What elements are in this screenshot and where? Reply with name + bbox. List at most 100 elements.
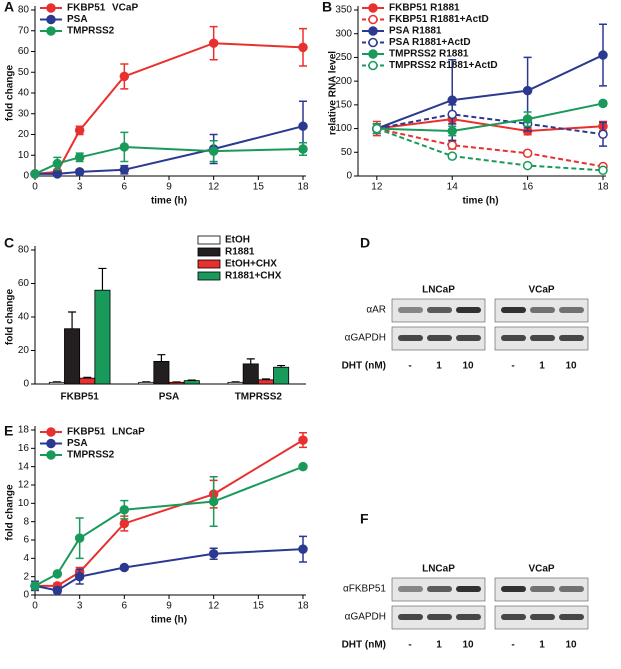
x-tick-label: 9 [166, 601, 172, 612]
data-point [119, 142, 130, 152]
y-tick-label: 6 [23, 535, 29, 546]
blot-row-label: αFKBP51 [343, 584, 386, 595]
x-tick-label: 16 [522, 182, 534, 193]
y-axis-label: relative RNA level [328, 51, 339, 135]
panel-letter: D [360, 235, 370, 251]
legend-marker [46, 450, 56, 460]
data-point [208, 146, 219, 156]
y-tick-label: 30 [18, 108, 30, 119]
blot-lane-label: - [511, 361, 514, 372]
error-bar [246, 358, 255, 364]
blot-band [559, 307, 584, 313]
legend-marker [46, 26, 56, 36]
legend-marker [368, 3, 378, 13]
blot-lane-label: 1 [436, 361, 442, 372]
legend-swatch [197, 271, 221, 281]
blot-treatment-label: DHT (nM) [342, 361, 386, 372]
y-tick-label: 150 [335, 99, 352, 110]
blot-lane-label: 10 [565, 361, 577, 372]
bar [168, 381, 185, 385]
series-line [376, 127, 604, 168]
data-point [522, 160, 533, 171]
y-tick-label: 100 [335, 123, 352, 134]
legend-label: R1881+CHX [225, 271, 282, 282]
y-tick-label: 200 [335, 76, 352, 87]
legend-marker [368, 26, 378, 36]
series-line [376, 127, 604, 172]
blot-row-label: αGAPDH [345, 333, 386, 344]
data-point [447, 140, 457, 150]
blot-row-label: αGAPDH [345, 612, 386, 623]
legend-marker [368, 37, 378, 48]
y-tick-label: 20 [18, 345, 30, 356]
x-tick-label: 18 [597, 182, 609, 193]
data-point [298, 121, 308, 131]
legend-marker [46, 14, 56, 25]
blot-band [398, 614, 423, 620]
data-point [522, 148, 533, 158]
blot-band [398, 307, 423, 313]
bar [138, 381, 155, 385]
blot-band [456, 614, 481, 620]
x-tick-label: 6 [122, 601, 128, 612]
data-point [74, 167, 85, 177]
legend-label: PSA R1881 [389, 26, 442, 37]
blot-treatment-label: DHT (nM) [342, 640, 386, 651]
legend-label: EtOH [225, 235, 250, 246]
data-point [522, 85, 533, 96]
error-bar [157, 354, 166, 362]
blot-lane-label: 10 [565, 640, 577, 651]
x-tick-label: 14 [447, 182, 459, 193]
panel-letter: F [360, 511, 369, 527]
legend-label: TMPRSS2 R1881+ActD [389, 60, 498, 71]
data-point [119, 71, 130, 82]
legend-swatch [197, 247, 221, 257]
blot-lane-label: 1 [539, 640, 545, 651]
legend-label: FKBP51 R1881+ActD [389, 14, 489, 25]
x-tick-label: 3 [77, 182, 83, 193]
panel-letter: C [4, 235, 14, 251]
blot-band [501, 614, 526, 620]
x-tick-label: 9 [166, 182, 172, 193]
data-point [52, 169, 63, 179]
data-point [74, 152, 85, 163]
x-tick-label: 12 [371, 182, 383, 193]
data-point [298, 42, 308, 53]
y-tick-label: 0 [346, 171, 352, 182]
error-bar [68, 311, 77, 329]
data-point [74, 571, 85, 582]
legend-label: R1881 [225, 247, 255, 258]
bar [94, 289, 111, 385]
blot-group-label: VCaP [528, 285, 554, 296]
data-point [208, 496, 219, 507]
bar [183, 380, 200, 385]
y-tick-label: 0 [23, 590, 29, 601]
panel-letter: E [4, 423, 13, 439]
x-tick-label: PSA [159, 392, 180, 403]
y-tick-label: 10 [18, 150, 30, 161]
blot-band [559, 586, 584, 592]
data-point [298, 461, 308, 472]
bar [64, 328, 81, 385]
series-line [376, 113, 604, 136]
legend-label: TMPRSS2 [67, 26, 115, 37]
x-tick-label: 18 [297, 601, 309, 612]
blot-band [559, 335, 584, 341]
data-point [52, 569, 63, 579]
blot-band [501, 307, 526, 313]
data-point [598, 165, 608, 176]
blot-lane-label: 1 [539, 361, 545, 372]
blot-band [427, 335, 452, 341]
blot-band [530, 586, 555, 592]
error-bar [98, 267, 107, 291]
y-tick-label: 80 [18, 5, 30, 16]
blot-lane-label: 1 [436, 640, 442, 651]
y-tick-label: 0 [23, 379, 29, 390]
x-tick-label: FKBP51 [60, 392, 99, 403]
y-tick-label: 18 [18, 425, 30, 436]
legend-label: FKBP51 [67, 427, 106, 438]
x-axis-label: time (h) [151, 196, 187, 207]
blot-band [456, 586, 481, 592]
annotation: VCaP [112, 3, 138, 14]
